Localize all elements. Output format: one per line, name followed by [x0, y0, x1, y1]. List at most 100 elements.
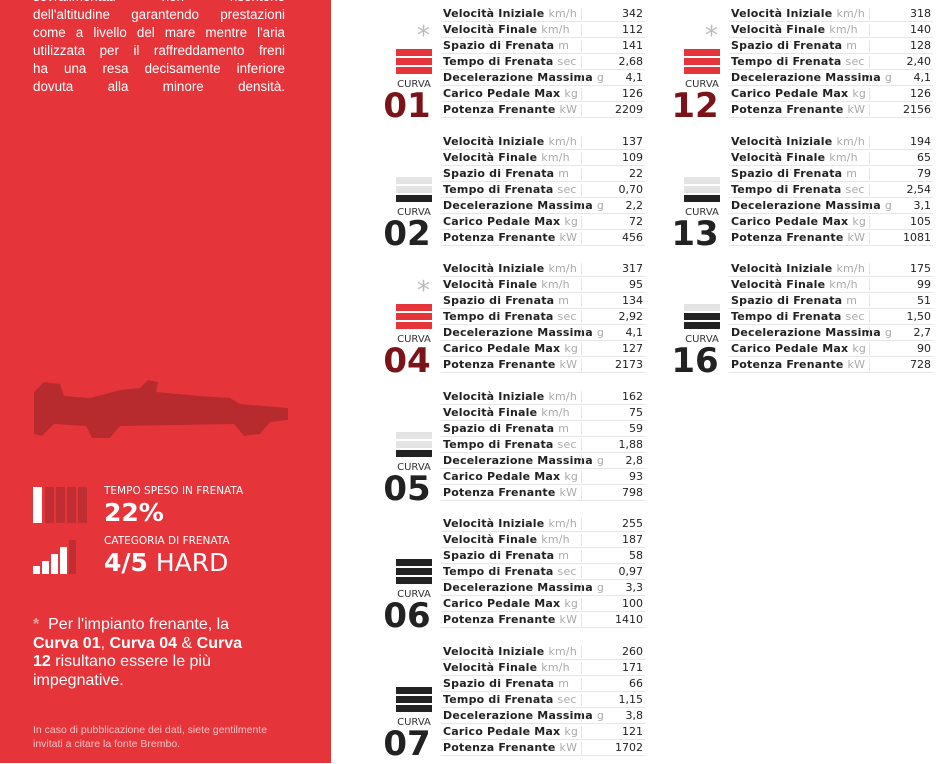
- metric-name: Carico Pedale Max: [443, 87, 561, 100]
- intro-line: dovuta alla minore densità.: [33, 79, 285, 94]
- separator: [869, 135, 870, 148]
- curve-label: CURVA: [397, 79, 431, 90]
- metric-row: Decelerazione Massima g 4,1: [441, 325, 645, 342]
- metric-label: Velocità Finale km/h: [443, 532, 570, 548]
- metric-row: Velocità Finale km/h 140: [729, 22, 933, 38]
- separator: [869, 343, 870, 356]
- separator: [581, 406, 582, 419]
- metric-unit: km/h: [548, 134, 578, 148]
- separator: [869, 40, 870, 52]
- curve-label: CURVA: [685, 334, 719, 346]
- severity-bar: [396, 696, 432, 703]
- curve-label: CURVA: [397, 717, 431, 728]
- curve-label: CURVA: [685, 79, 719, 90]
- metric-unit: sec: [557, 437, 577, 451]
- separator: [581, 8, 582, 20]
- metric-unit: g: [596, 71, 605, 84]
- metric-value: 90: [917, 342, 931, 356]
- metric-row: Potenza Frenante kW 456: [441, 230, 645, 246]
- metric-unit: sec: [557, 310, 577, 324]
- note-bold: Curva 12: [33, 634, 242, 671]
- metric-value: 2,40: [906, 55, 932, 68]
- intro-line: ha una resa decisamente inferiore: [33, 61, 285, 76]
- separator: [581, 614, 582, 627]
- stat-value: 4/5: [104, 548, 148, 577]
- separator: [581, 582, 582, 595]
- note-bold: Curva 04: [109, 634, 178, 652]
- separator: [869, 56, 870, 68]
- metric-value: 100: [622, 597, 643, 611]
- stat-value-group: 4/5 HARD: [104, 548, 228, 577]
- metric-unit: kW: [847, 230, 866, 244]
- metric-label: Carico Pedale Max kg: [443, 214, 578, 230]
- separator: [869, 311, 870, 324]
- metric-row: Carico Pedale Max kg 105: [729, 214, 933, 230]
- separator: [581, 359, 582, 372]
- separator: [581, 215, 582, 228]
- metric-value: 121: [622, 725, 643, 738]
- metric-unit: km/h: [548, 389, 578, 403]
- severity-bar: [396, 559, 432, 567]
- separator: [869, 104, 870, 116]
- metric-unit: kg: [564, 725, 579, 738]
- metric-label: Carico Pedale Max kg: [443, 469, 578, 485]
- metric-unit: sec: [557, 565, 577, 579]
- source-note: In caso di pubblicazione dei dati, siete…: [33, 724, 268, 750]
- metric-row: Velocità Iniziale km/h 255: [441, 516, 645, 533]
- metric-value: 72: [629, 214, 643, 228]
- severity-bar: [684, 58, 720, 65]
- metric-row: Tempo di Frenata sec 2,54: [729, 182, 933, 198]
- note-bold: Curva 01: [33, 634, 101, 652]
- metric-unit: g: [596, 581, 605, 595]
- severity-bar: [396, 176, 432, 184]
- metric-label: Decelerazione Massima g: [443, 70, 604, 86]
- separator: [581, 550, 582, 563]
- time-icon: [33, 487, 89, 527]
- metric-value: 3,3: [625, 581, 644, 595]
- severity-bar: [684, 194, 720, 202]
- metric-label: Velocità Finale km/h: [443, 405, 570, 421]
- metric-label: Spazio di Frenata m: [443, 421, 569, 437]
- metric-unit: km/h: [836, 262, 866, 276]
- note-text: ,: [100, 634, 110, 652]
- metric-value: 1702: [615, 741, 643, 754]
- metric-row: Spazio di Frenata m 141: [441, 38, 645, 54]
- metric-name: Carico Pedale Max: [731, 214, 849, 228]
- metric-unit: g: [884, 71, 893, 84]
- separator: [581, 88, 582, 100]
- metric-value: 2,2: [625, 198, 644, 212]
- metric-label: Spazio di Frenata m: [443, 676, 569, 692]
- metric-name: Velocità Iniziale: [443, 262, 545, 276]
- severity-bar: [396, 431, 432, 439]
- metric-row: Tempo di Frenata sec 2,40: [729, 54, 933, 70]
- separator: [869, 295, 870, 308]
- side-panel: TEMPO SPESO IN FRENATA 22% CATEGORIA DI …: [0, 0, 331, 763]
- metric-name: Potenza Frenante: [443, 485, 556, 499]
- metric-name: Spazio di Frenata: [443, 166, 555, 180]
- metric-name: Tempo di Frenata: [443, 55, 554, 68]
- metric-unit: m: [558, 294, 570, 308]
- metric-name: Carico Pedale Max: [443, 597, 561, 611]
- separator: [581, 327, 582, 340]
- metric-row: Carico Pedale Max kg 72: [441, 214, 645, 230]
- metric-row: Velocità Finale km/h 99: [729, 277, 933, 294]
- metric-label: Velocità Iniziale km/h: [443, 644, 577, 660]
- metric-value: 22: [629, 166, 643, 180]
- intro-line: utilizzata per il raffreddamento freni: [33, 43, 285, 58]
- metric-row: Carico Pedale Max kg 100: [441, 596, 645, 613]
- metric-value: 79: [917, 166, 931, 180]
- metric-label: Spazio di Frenata m: [731, 166, 857, 182]
- metric-value: 2,92: [618, 310, 644, 324]
- metric-row: Tempo di Frenata sec 2,92: [441, 309, 645, 326]
- metric-unit: sec: [557, 55, 577, 68]
- metric-value: 1410: [615, 613, 643, 627]
- metric-row: Velocità Iniziale km/h 342: [441, 6, 645, 22]
- note-text: &: [177, 634, 197, 652]
- metric-row: Carico Pedale Max kg 121: [441, 724, 645, 740]
- severity-bar: [396, 58, 432, 65]
- metric-row: Decelerazione Massima g 4,1: [441, 70, 645, 86]
- separator: [581, 438, 582, 451]
- metric-value: 187: [622, 533, 643, 547]
- metric-row: Velocità Iniziale km/h 162: [441, 389, 645, 405]
- separator: [869, 24, 870, 36]
